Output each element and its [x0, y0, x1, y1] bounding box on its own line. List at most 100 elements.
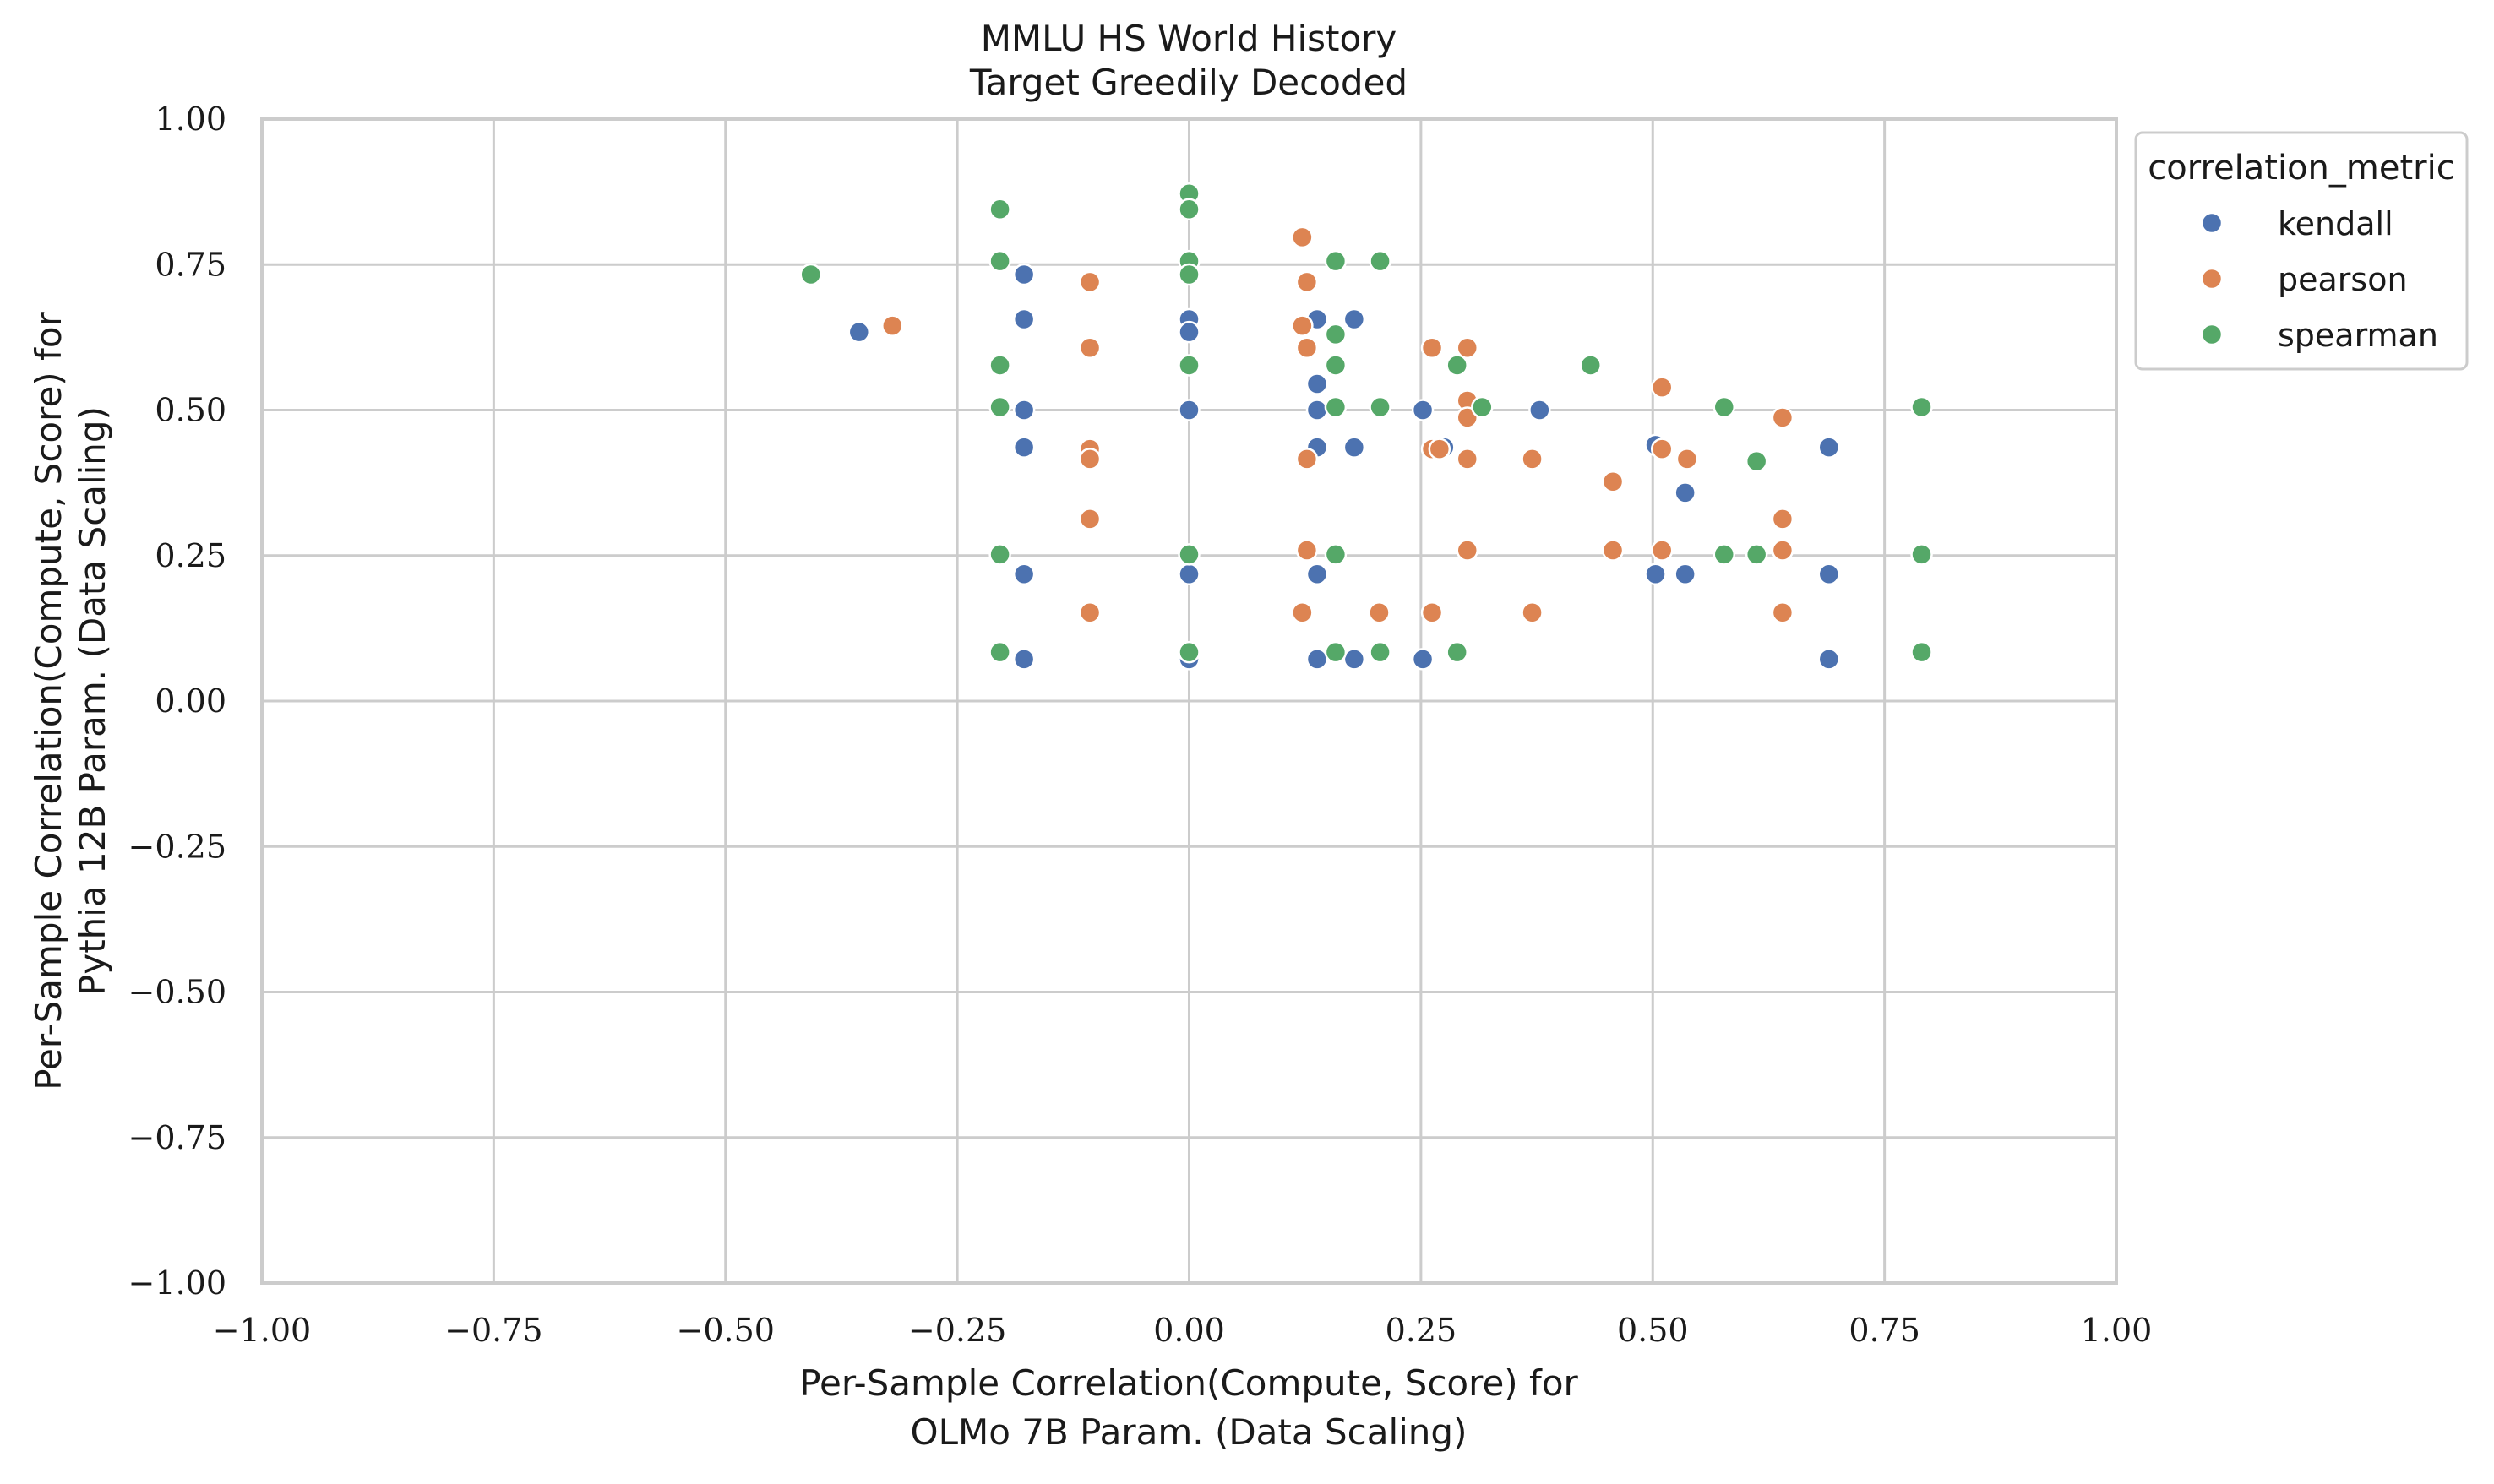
point-pearson	[1650, 438, 1674, 460]
point-kendall	[1674, 481, 1696, 504]
point-pearson	[1295, 336, 1319, 360]
point-kendall	[1342, 436, 1366, 459]
y-tick-label: −0.75	[128, 1119, 226, 1156]
x-tick-label: −0.75	[444, 1312, 542, 1349]
point-spearman	[1178, 263, 1201, 286]
point-kendall	[1178, 563, 1201, 586]
point-spearman	[1713, 395, 1736, 419]
point-spearman	[988, 198, 1011, 221]
point-spearman	[1178, 543, 1201, 566]
point-kendall	[1817, 648, 1841, 671]
point-kendall	[1411, 648, 1435, 671]
point-spearman	[1324, 354, 1348, 377]
point-pearson	[1428, 438, 1451, 460]
point-kendall	[1305, 648, 1329, 671]
y-axis-label-line-2: Pythia 12B Param. (Data Scaling)	[72, 406, 113, 996]
point-pearson	[1078, 508, 1102, 530]
y-tick-label: −1.00	[128, 1264, 226, 1302]
point-pearson	[1295, 448, 1319, 470]
point-pearson	[1521, 601, 1544, 624]
x-tick-label: 1.00	[2081, 1312, 2153, 1349]
point-pearson	[1078, 270, 1102, 294]
point-kendall	[1817, 436, 1841, 459]
point-spearman	[1446, 640, 1468, 664]
point-kendall	[1674, 563, 1696, 586]
point-pearson	[1295, 270, 1319, 294]
point-spearman	[1324, 323, 1348, 346]
point-pearson	[1771, 601, 1794, 624]
x-tick-label: 0.25	[1386, 1312, 1457, 1349]
x-tick-label: −0.50	[677, 1312, 775, 1349]
point-pearson	[1771, 539, 1794, 562]
point-pearson	[1601, 539, 1625, 562]
point-spearman	[1369, 249, 1391, 273]
point-kendall	[1411, 399, 1435, 421]
point-pearson	[1368, 601, 1391, 624]
point-kendall	[1178, 320, 1201, 344]
legend-title: correlation_metric	[2148, 149, 2454, 188]
point-spearman	[1446, 354, 1468, 377]
point-spearman	[1471, 395, 1494, 419]
point-spearman	[988, 395, 1011, 419]
y-tick-label: −0.50	[128, 974, 226, 1011]
point-kendall	[1012, 648, 1036, 671]
data-points	[799, 182, 1933, 671]
y-tick-label: 0.00	[155, 682, 226, 720]
point-spearman	[1745, 543, 1768, 566]
x-axis-label-line-2: OLMo 7B Param. (Data Scaling)	[911, 1411, 1468, 1453]
point-kendall	[1012, 436, 1036, 459]
point-kendall	[1012, 263, 1036, 286]
point-spearman	[988, 249, 1011, 273]
point-spearman	[988, 640, 1011, 664]
legend: correlation_metric kendall pearson spearma…	[2134, 131, 2469, 371]
y-tick-label: 0.75	[155, 246, 226, 283]
point-spearman	[1324, 395, 1348, 419]
point-spearman	[1910, 640, 1933, 664]
point-kendall	[1305, 372, 1329, 395]
point-spearman	[1910, 395, 1933, 419]
point-pearson	[1295, 539, 1319, 562]
point-kendall	[1342, 648, 1366, 671]
point-spearman	[1324, 249, 1348, 273]
point-spearman	[1745, 449, 1768, 473]
chart-title: MMLU HS World History	[981, 18, 1397, 59]
point-pearson	[1078, 448, 1102, 470]
point-pearson	[1650, 539, 1674, 562]
point-kendall	[1528, 399, 1551, 421]
x-tick-label: 0.00	[1153, 1312, 1225, 1349]
point-spearman	[1910, 543, 1933, 566]
point-spearman	[799, 263, 822, 286]
y-axis-label-line-1: Per-Sample Correlation(Compute, Score) f…	[28, 311, 69, 1090]
legend-box	[2134, 131, 2469, 371]
x-tick-label: 0.75	[1849, 1312, 1920, 1349]
point-spearman	[1178, 640, 1201, 664]
y-tick-label: −0.25	[128, 828, 226, 865]
legend-marker-kendall	[2200, 211, 2224, 235]
point-pearson	[1675, 448, 1699, 470]
point-spearman	[1324, 640, 1348, 664]
legend-label-spearman: spearman	[2278, 317, 2438, 354]
point-pearson	[1601, 470, 1625, 493]
legend-marker-spearman	[2200, 323, 2224, 346]
point-spearman	[1713, 543, 1736, 566]
point-spearman	[1178, 198, 1201, 221]
point-pearson	[1291, 601, 1314, 624]
point-pearson	[1291, 226, 1314, 249]
point-pearson	[1456, 539, 1478, 562]
point-pearson	[1650, 376, 1674, 399]
point-kendall	[1012, 563, 1036, 586]
y-tick-label: 1.00	[155, 101, 226, 138]
point-kendall	[1342, 307, 1366, 331]
point-pearson	[1456, 336, 1478, 360]
legend-label-pearson: pearson	[2278, 261, 2408, 298]
point-spearman	[1369, 395, 1391, 419]
point-spearman	[988, 543, 1011, 566]
point-kendall	[847, 320, 871, 344]
y-tick-label: 0.25	[155, 537, 226, 574]
point-kendall	[1178, 399, 1201, 421]
y-axis-ticks: −1.00 −0.75 −0.50 −0.25 0.00 0.25 0.50 0.75 1.00	[128, 101, 226, 1302]
point-pearson	[1521, 448, 1544, 470]
point-kendall	[1012, 307, 1036, 331]
point-spearman	[1369, 640, 1391, 664]
